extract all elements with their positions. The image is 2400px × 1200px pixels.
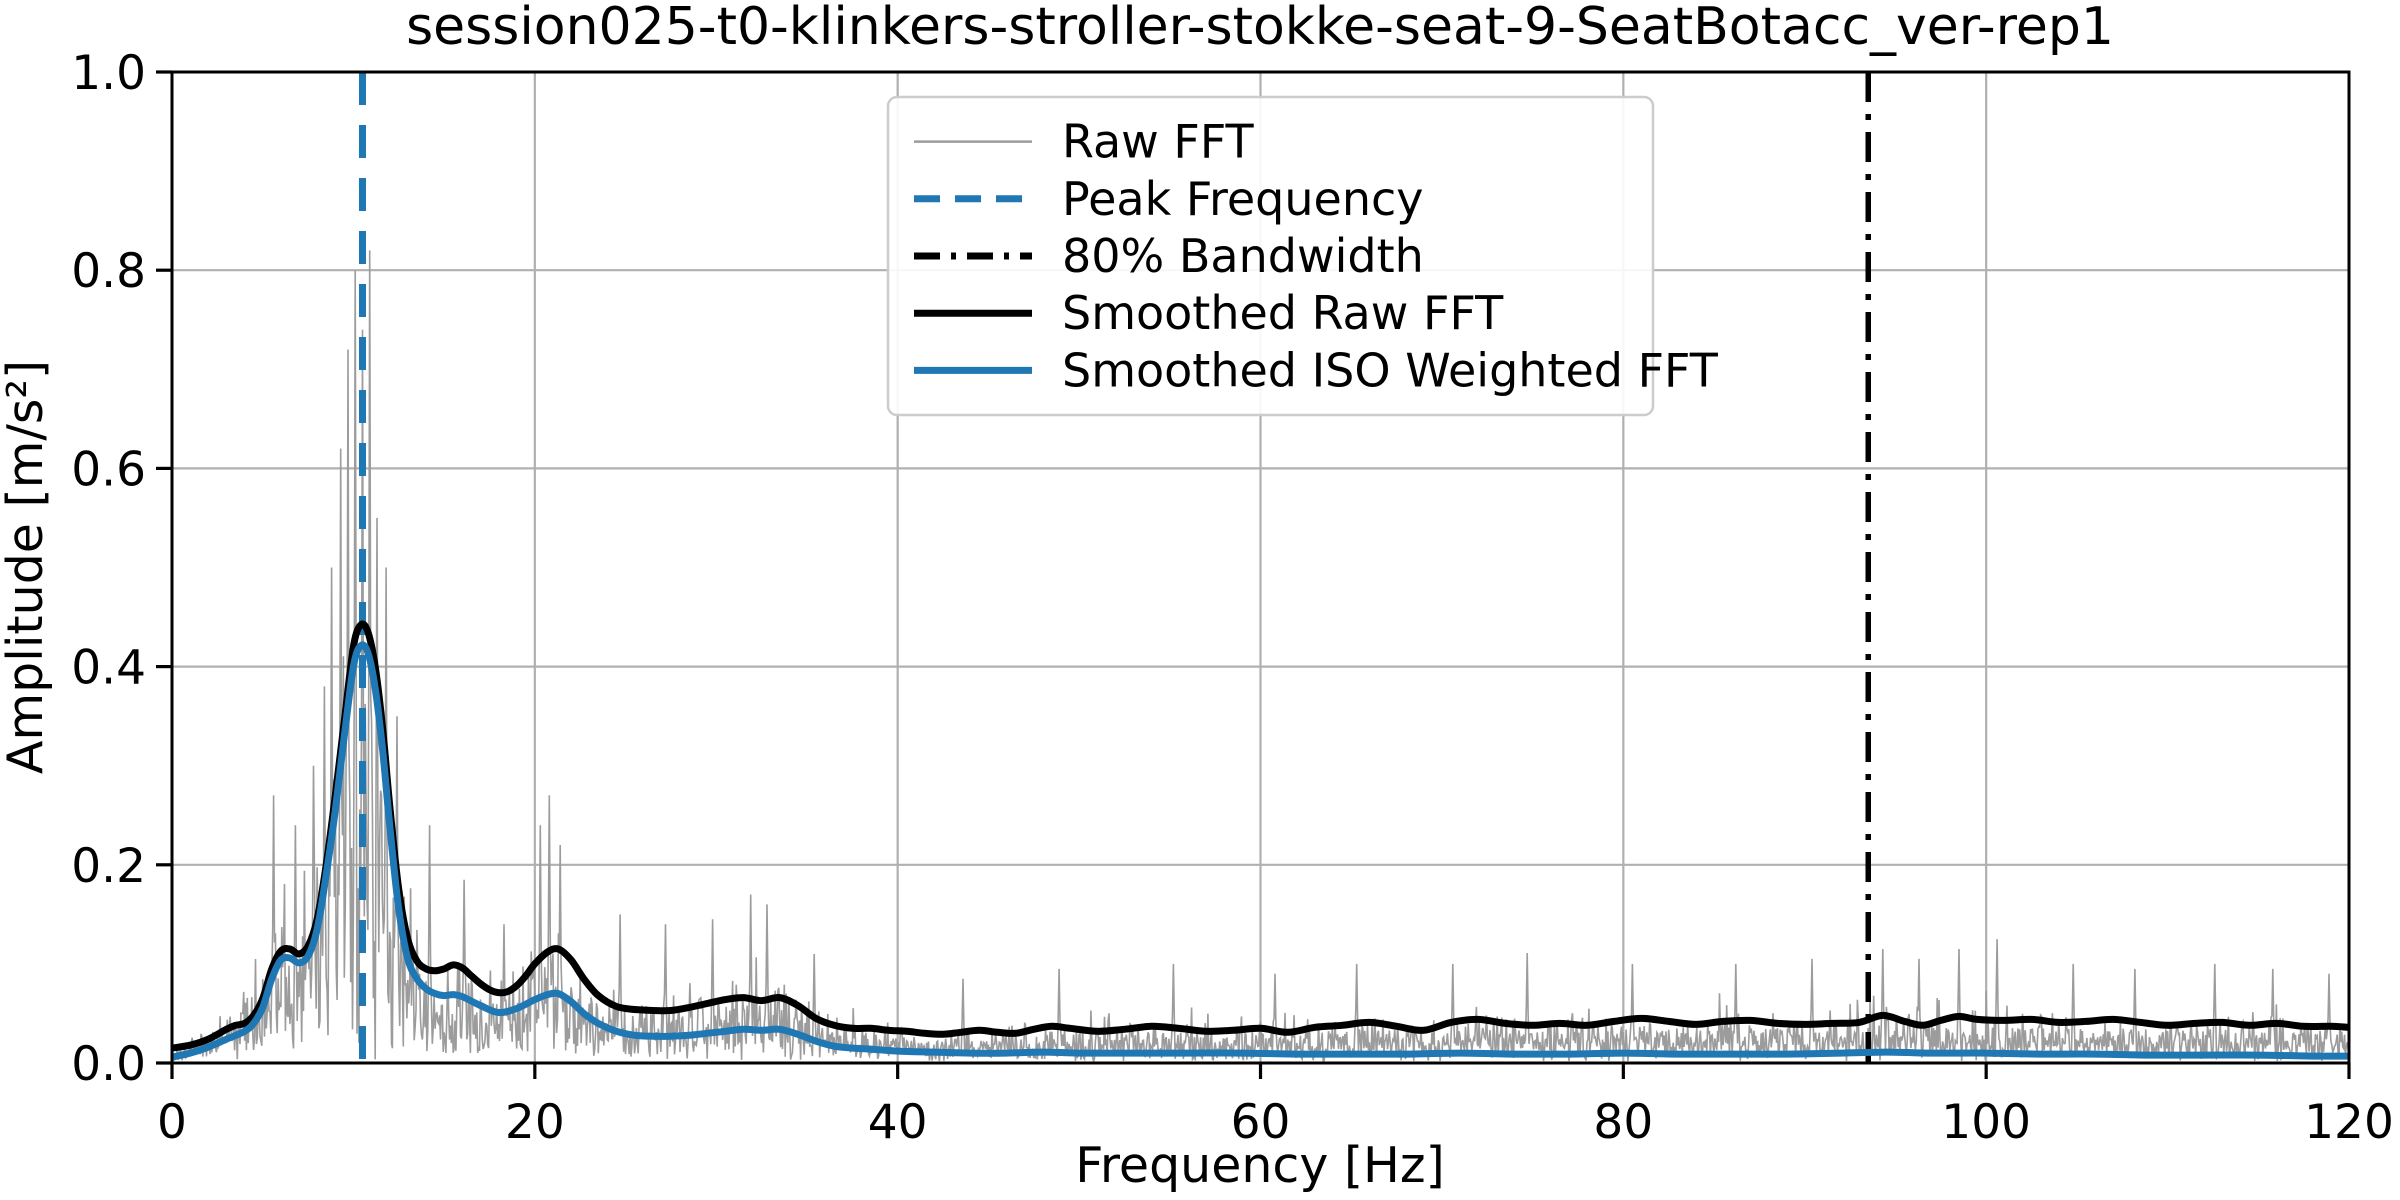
x-tick-label: 40 — [868, 1095, 928, 1150]
y-axis-label: Amplitude [m/s²] — [0, 360, 54, 774]
smoothed-iso-weighted-fft-line — [172, 641, 2349, 1061]
x-tick-label: 120 — [2304, 1095, 2394, 1150]
y-tick-label: 0.6 — [71, 442, 146, 497]
y-tick-label: 1.0 — [71, 46, 146, 101]
y-tick-label: 0.8 — [71, 244, 146, 299]
x-tick-label: 60 — [1231, 1095, 1291, 1150]
axes-layer: 0 20 40 60 80 100 120 0.0 0.2 0.4 0.6 0.8 1.0 — [71, 46, 2394, 1150]
x-axis-label: Frequency [Hz] — [1075, 1137, 1445, 1194]
legend-entry-label: Smoothed Raw FFT — [1062, 286, 1504, 340]
legend-box — [886, 95, 1655, 417]
x-tick-label: 20 — [505, 1095, 565, 1150]
smoothed-raw-fft-line — [172, 620, 2349, 1052]
legend-entry-label: Smoothed ISO Weighted FFT — [1062, 343, 1719, 397]
raw-fft-line — [172, 250, 2349, 1063]
y-tick-label: 0.4 — [71, 641, 146, 696]
x-tick-label: 0 — [157, 1095, 187, 1150]
legend-entry-label: 80% Bandwidth — [1062, 229, 1424, 283]
data-series-layer — [172, 72, 2349, 1063]
y-tick-label: 0.0 — [71, 1037, 146, 1092]
legend-entry-label: Raw FFT — [1062, 115, 1254, 169]
legend-entry-label: Peak Frequency — [1062, 172, 1424, 226]
x-tick-label: 80 — [1593, 1095, 1653, 1150]
chart-title: session025-t0-klinkers-stroller-stokke-s… — [406, 0, 2114, 57]
x-tick-label: 100 — [1941, 1095, 2031, 1150]
y-tick-label: 0.2 — [71, 839, 146, 894]
